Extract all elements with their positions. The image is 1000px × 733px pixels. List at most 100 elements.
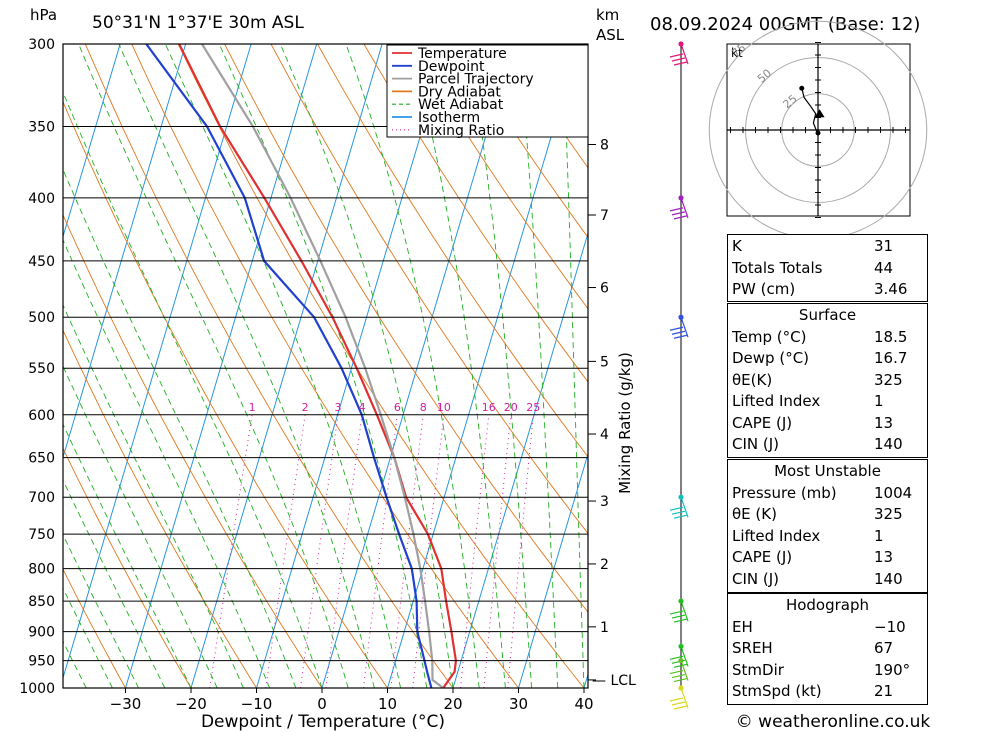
dry-adiabat-line [317,44,588,458]
isotherm-line [452,231,588,688]
height-tick-label: 5 [600,354,609,370]
dry-adiabat-line [409,44,588,310]
index-value: 16.7 [874,349,908,367]
indices-hodograph-panel: Hodograph EH −10 SREH 67 StmDir 190° StmSpd (kt… [727,593,928,705]
wind-barb-staff [680,197,689,219]
pressure-tick-label: 400 [28,191,55,207]
wet-adiabat-line [63,479,166,688]
legend-entry-label: Dewpoint [418,59,485,75]
index-value: 3.46 [874,280,908,298]
parcel-trajectory-series-line [201,44,444,688]
mixing-ratio-tick-label: 16 [482,401,496,414]
wet-adiabat-line [562,44,585,688]
index-value: 13 [874,548,894,566]
index-value: 44 [874,258,894,277]
temp-tick-label: −30 [110,695,142,713]
index-label: CIN (J) [732,569,780,588]
mixing-ratio-tick-label: 1 [249,401,256,414]
height-tick-label: 1 [600,620,609,636]
mixing-ratio-axis-label: Mixing Ratio (g/kg) [616,352,634,494]
mixing-ratio-line [390,414,424,688]
wind-barb-feather [671,614,686,619]
wind-level-dot [678,195,684,201]
pressure-tick-label: 800 [28,562,55,578]
wet-adiabat-line [345,44,480,688]
wet-adiabat-line [279,44,454,688]
wind-barb-staff [680,43,689,65]
index-label: Lifted Index [732,526,821,545]
wind-barb-feather [673,618,688,623]
wind-barb-staff [680,497,689,518]
index-label: Totals Totals [732,258,823,277]
index-label: θE(K) [732,370,773,389]
temp-tick-label: −20 [175,695,207,713]
wind-barb-feather [673,663,688,668]
isotherm-line [63,44,121,239]
isotherm-line [63,44,187,459]
x-axis-label: Dewpoint / Temperature (°C) [201,712,445,732]
wind-barb-feather [671,330,686,335]
temp-tick-label: 30 [509,695,528,713]
wind-barb-feather [669,655,684,660]
legend-entry-label: Wet Adiabat [418,97,504,113]
index-row: CIN (J) 140 [732,434,923,455]
hodograph-trace-end [799,85,805,91]
height-tick-label: 3 [600,494,609,510]
wind-barb [669,600,689,623]
isotherm-line [256,44,449,688]
index-label: Dewp (°C) [732,349,810,367]
index-value: 31 [874,237,894,255]
wind-barb-feather [673,677,688,683]
index-row: Totals Totals 44 [732,258,923,279]
indices-most-unstable-panel: Most Unstable Pressure (mb) 1004 θE (K) 325 L… [727,459,928,593]
index-row: K 31 [732,236,923,257]
pressure-tick-label: 750 [28,527,55,543]
dry-adiabat-line [456,44,588,239]
index-label: SREH [732,639,773,657]
index-value: 67 [874,639,894,657]
sounding-series [145,44,458,688]
wind-barb-feather [669,610,684,615]
index-value: 190° [874,660,911,679]
wind-barb-staff [680,646,689,667]
temp-tick-label: 0 [317,695,327,713]
height-unit-km: km [596,6,619,24]
wind-barb-feather [673,514,688,519]
mixing-ratio-tick-label: 4 [359,401,366,414]
wet-adiabat-line [164,44,402,688]
isotherm-line [190,44,383,688]
temp-tick-label: −10 [241,695,273,713]
dry-adiabat-line [84,44,454,688]
wind-barb-feather [673,215,688,220]
wind-barb-staff [680,317,689,338]
index-value: 325 [874,370,903,389]
wet-adiabat-line [63,587,113,688]
height-tick-label: — LCL [592,673,636,689]
index-value: −10 [874,617,906,636]
dry-adiabat-line [177,44,585,688]
index-value: 140 [874,435,903,453]
wind-barb [669,660,689,683]
index-row: Temp (°C) 18.5 [732,327,923,348]
wind-barb [669,317,689,339]
index-row: PW (cm) 3.46 [732,279,923,300]
index-row: Lifted Index 1 [732,391,923,412]
isotherm-line [387,44,580,688]
index-row: θE (K) 325 [732,504,923,525]
wind-barb [669,687,689,710]
index-label: CAPE (J) [732,413,793,432]
wind-barb [669,646,689,668]
pressure-tick-label: 500 [28,310,55,326]
index-row: θE(K) 325 [732,370,923,391]
pressure-tick-label: 950 [28,654,55,670]
wind-barb-feather [671,673,686,679]
index-value: 1004 [874,483,913,502]
mixing-ratio-tick-label: 10 [437,401,451,414]
wind-barb-feather [669,506,684,511]
pressure-tick-label: 600 [28,408,55,424]
dewpoint-series-line [145,44,433,688]
legend-entry-label: Dry Adiabat [418,84,501,100]
